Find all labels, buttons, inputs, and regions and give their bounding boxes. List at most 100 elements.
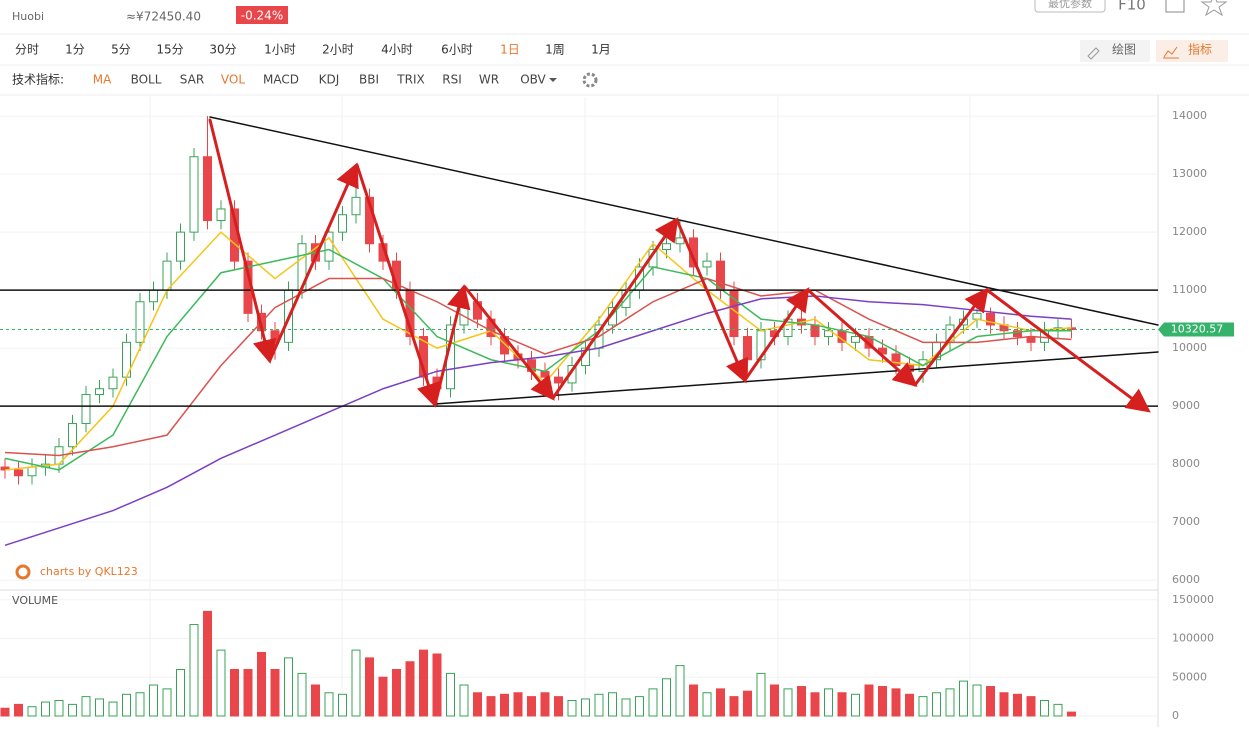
interval-button[interactable]: 6小时	[441, 43, 473, 57]
volume-bar	[81, 696, 91, 717]
candle-body	[27, 466, 37, 477]
f10-button[interactable]: F10	[1118, 0, 1146, 14]
volume-bar	[986, 686, 995, 717]
volume-bar	[378, 676, 388, 717]
arrow	[985, 288, 1151, 413]
candle-body	[338, 214, 347, 233]
annotations	[208, 116, 1159, 413]
settings-icon[interactable]	[582, 72, 598, 88]
volume-bar	[878, 686, 887, 717]
candle-body	[824, 330, 833, 338]
volume-bar	[297, 672, 307, 717]
candle-body	[324, 231, 334, 262]
interval-button[interactable]: 1分	[65, 43, 85, 57]
volume-bar	[135, 692, 145, 717]
volume-bar	[716, 688, 725, 717]
indicator-tab[interactable]: RSI	[442, 73, 462, 87]
candle-body	[108, 376, 118, 390]
last-price-label: 10320.57	[1171, 323, 1224, 336]
volume-bar	[203, 610, 212, 717]
volume-bar	[0, 707, 10, 717]
params-button[interactable]: 最优参数	[1048, 0, 1092, 10]
volume-bar	[1067, 711, 1076, 717]
indicator-tab[interactable]: TRIX	[396, 73, 424, 87]
volume-bar	[1053, 703, 1063, 717]
volume-tick-label: 50000	[1172, 670, 1207, 683]
interval-button[interactable]: 4小时	[381, 43, 413, 57]
indicator-tab[interactable]: OBV	[520, 73, 546, 87]
candle-body	[203, 156, 212, 222]
indicator-tab[interactable]: MACD	[263, 73, 299, 87]
volume-bar	[122, 693, 131, 717]
arrow	[806, 288, 918, 387]
watermark: charts by QKL123	[40, 565, 138, 578]
indicator-tab[interactable]: MA	[93, 73, 112, 87]
volume-tick-label: 0	[1172, 709, 1179, 722]
interval-button[interactable]: 1小时	[264, 43, 296, 57]
candle-body	[351, 196, 361, 216]
volume-bar	[1013, 693, 1022, 717]
y-tick-label: 12000	[1172, 225, 1207, 238]
volume-bar	[891, 688, 901, 717]
volume-bar	[432, 653, 442, 717]
indicator-tab[interactable]: BOLL	[131, 73, 162, 87]
indicator-tab[interactable]: BBI	[359, 73, 379, 87]
candle-body	[810, 324, 820, 338]
indicator-tab[interactable]: KDJ	[319, 73, 340, 87]
volume-bar	[459, 684, 469, 717]
plot: 6000 7000 8000 9000 10000 11000 12000 13000 1400…	[0, 97, 1234, 722]
candle-body	[851, 336, 860, 343]
draw-button-bg[interactable]	[1080, 40, 1150, 62]
volume-bar	[473, 692, 482, 717]
indicator-button-bg[interactable]	[1156, 40, 1228, 62]
change: -0.24%	[241, 9, 283, 23]
indicator-list: MA BOLL SAR VOL MACD KDJ BBI TRIX RSI WR OBV	[93, 73, 547, 87]
draw-button[interactable]: 绘图	[1112, 42, 1136, 57]
params-button-frame[interactable]	[1034, 0, 1106, 13]
candle-body	[1013, 330, 1022, 338]
volume-bar	[621, 698, 631, 717]
candle-body	[95, 388, 104, 396]
volume-bar	[567, 700, 577, 717]
arrow	[208, 118, 277, 364]
arrow	[433, 284, 471, 407]
indicator-tab[interactable]: VOL	[221, 73, 245, 87]
candle-body	[135, 301, 145, 343]
indicator-button[interactable]: 指标	[1188, 42, 1212, 57]
interval-button[interactable]: 分时	[15, 43, 39, 57]
interval-button[interactable]: 1周	[545, 43, 565, 57]
candle-body	[972, 312, 982, 320]
candle-body	[702, 260, 712, 268]
cny-price: ≈¥72450.40	[126, 10, 201, 24]
change-badge	[236, 6, 288, 24]
volume-bar	[540, 692, 550, 717]
interval-button[interactable]: 15分	[156, 43, 183, 57]
indicator-tab[interactable]: WR	[479, 73, 499, 87]
star-icon[interactable]	[1200, 0, 1228, 17]
indicator-tab[interactable]: SAR	[180, 73, 204, 87]
interval-button[interactable]: 5分	[111, 43, 131, 57]
volume-bar	[351, 649, 361, 717]
dropdown-caret[interactable]	[549, 78, 557, 82]
volume-bar	[851, 693, 860, 717]
volume-bar	[230, 669, 239, 717]
pencil-icon	[1087, 47, 1100, 60]
expand-icon[interactable]	[1165, 0, 1185, 13]
volume-bar	[608, 692, 617, 717]
volume-bar	[95, 698, 104, 717]
interval-button[interactable]: 2小时	[322, 43, 354, 57]
interval-button[interactable]: 1日	[500, 43, 520, 57]
volume-bar	[176, 669, 185, 717]
candle-body	[162, 260, 172, 291]
volume-bar	[365, 657, 374, 717]
volume-bar	[972, 684, 982, 717]
candle-body	[554, 376, 563, 384]
interval-button[interactable]: 1月	[591, 43, 611, 57]
volume-bar	[864, 684, 874, 717]
volume-bar	[702, 692, 712, 717]
interval-button[interactable]: 30分	[209, 43, 236, 57]
volume-bar	[837, 692, 847, 717]
ma-line	[4, 248, 1072, 471]
volume-bar	[419, 649, 428, 717]
indicator-label: 技术指标:	[12, 72, 64, 87]
